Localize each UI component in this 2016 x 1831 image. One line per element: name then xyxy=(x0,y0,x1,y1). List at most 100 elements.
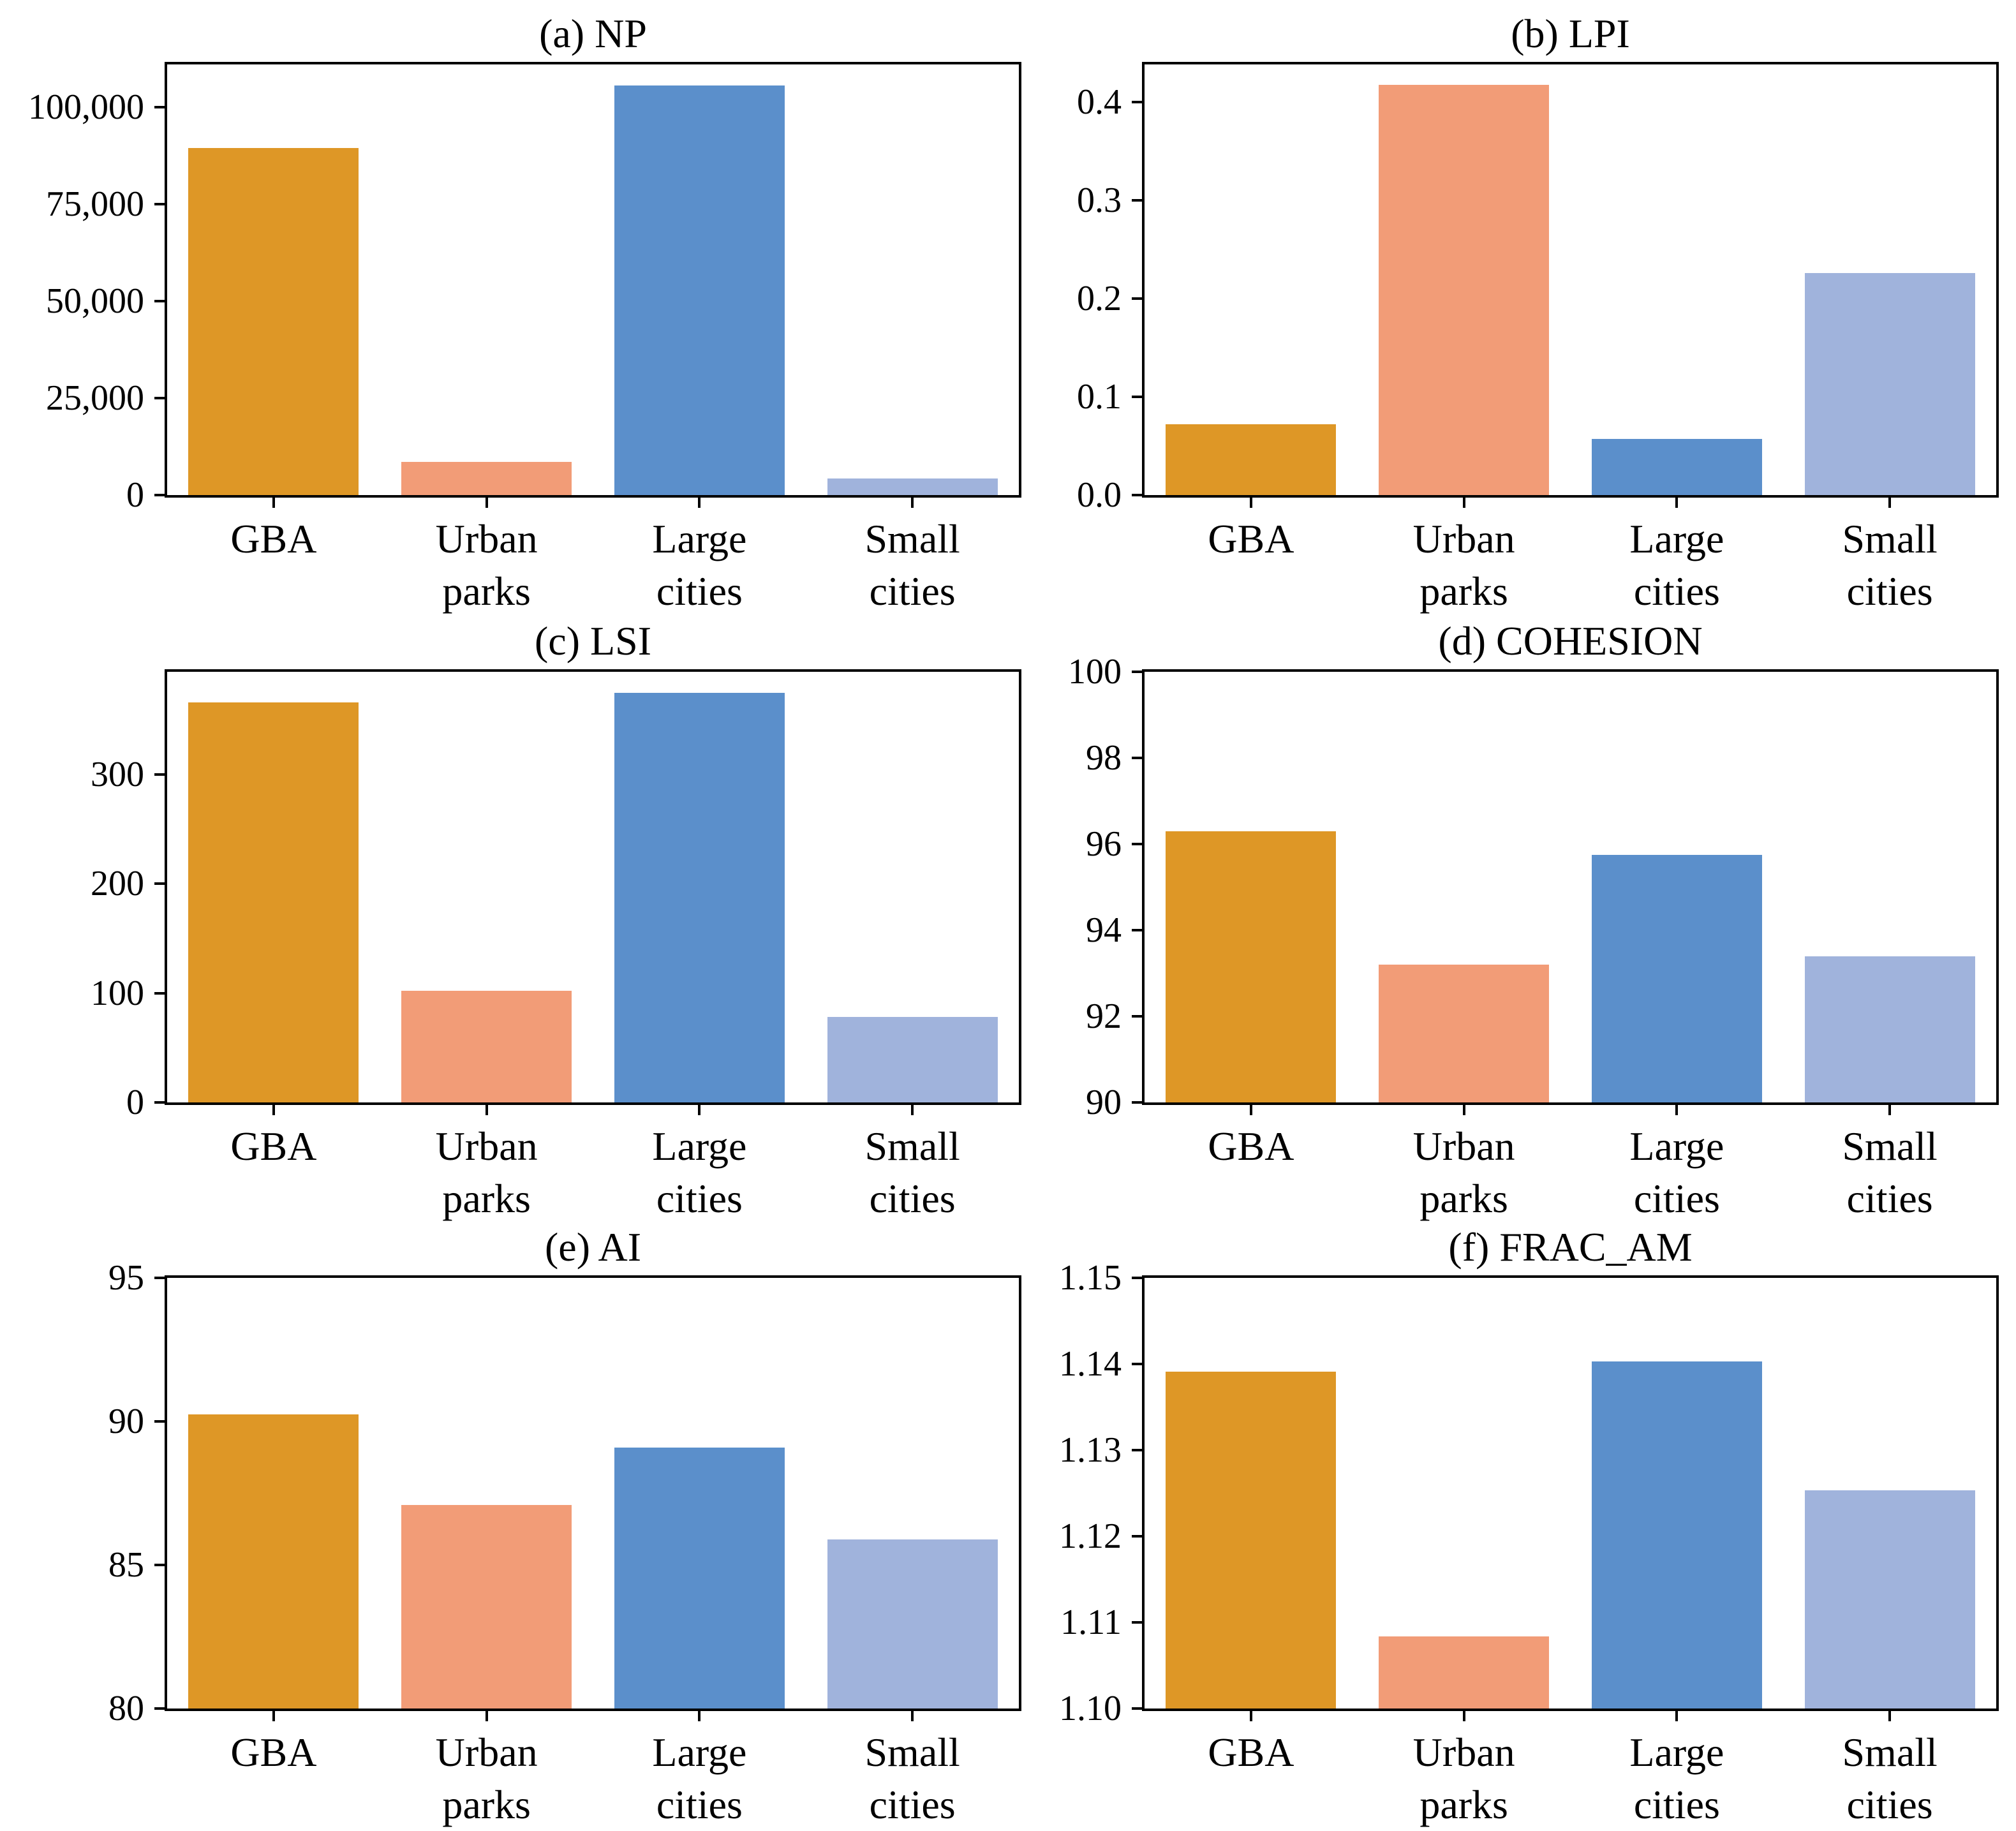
y-axis-tick xyxy=(1132,929,1142,931)
y-axis-tick xyxy=(1132,1101,1142,1104)
y-axis-tick-label: 100 xyxy=(1068,652,1122,692)
x-axis-tick xyxy=(1675,1105,1679,1115)
x-axis-tick-label-gba: GBA xyxy=(230,516,317,561)
bar-urban-parks xyxy=(401,991,572,1102)
bar-gba xyxy=(188,702,359,1102)
bar-small-cities xyxy=(827,1017,998,1102)
y-axis-tick xyxy=(1132,1621,1142,1624)
y-axis-tick-label: 0 xyxy=(126,475,144,515)
x-axis-tick xyxy=(1675,498,1679,508)
y-axis-tick-label: 90 xyxy=(1086,1083,1122,1122)
x-axis-tick-label-gba: GBA xyxy=(1208,1730,1294,1775)
y-axis-tick-label: 1.11 xyxy=(1060,1603,1122,1642)
chart-title-np: (a) NP xyxy=(539,11,647,56)
x-axis-tick-label-large-cities: Large cities xyxy=(1629,516,1724,614)
bar-large-cities xyxy=(1591,1361,1762,1709)
x-axis-tick xyxy=(1888,1711,1892,1721)
y-axis-tick-label: 75,000 xyxy=(46,184,144,224)
y-axis-tick-label: 0.4 xyxy=(1077,82,1122,122)
bar-small-cities xyxy=(827,1539,998,1709)
chart-title-ai: (e) AI xyxy=(544,1224,642,1270)
y-axis-tick xyxy=(154,1564,165,1567)
x-axis-tick-label-urban-parks: Urban parks xyxy=(1412,1730,1515,1827)
y-axis-tick xyxy=(1132,1707,1142,1710)
x-axis-tick xyxy=(485,1105,488,1115)
x-axis-tick-label-urban-parks: Urban parks xyxy=(435,516,538,614)
bar-large-cities xyxy=(614,692,785,1102)
subplot-np: (a) NP 0 25,000 50,000 75,000 100,000 GBA Urba… xyxy=(28,13,1021,614)
chart-title-cohesion: (d) COHESION xyxy=(1438,618,1703,663)
y-axis-tick xyxy=(1132,1535,1142,1538)
y-axis-tick xyxy=(1132,671,1142,673)
bar-gba xyxy=(188,1414,359,1709)
bar-urban-parks xyxy=(1379,965,1550,1102)
y-axis-tick-label: 0 xyxy=(126,1083,144,1122)
y-axis-tick xyxy=(154,1707,165,1710)
x-axis-tick xyxy=(911,1105,914,1115)
x-axis-tick xyxy=(485,498,488,508)
x-axis-tick xyxy=(1888,1105,1892,1115)
y-axis-tick-label: 96 xyxy=(1086,824,1122,864)
y-axis-tick xyxy=(154,1420,165,1423)
subplot-cohesion: (d) COHESION 90 92 94 96 98 100 GBA Urban parks… xyxy=(1068,621,1999,1221)
x-axis-tick-label-small-cities: Small cities xyxy=(864,1730,960,1827)
bar-urban-parks xyxy=(1379,85,1550,495)
y-axis-tick xyxy=(154,396,165,399)
x-axis-tick-label-urban-parks: Urban parks xyxy=(435,1123,538,1221)
bar-small-cities xyxy=(1804,1490,1975,1709)
y-axis-tick xyxy=(154,882,165,886)
bar-small-cities xyxy=(1804,956,1975,1102)
y-axis-tick-label: 25,000 xyxy=(46,378,144,418)
bar-urban-parks xyxy=(1379,1636,1550,1709)
bar-gba xyxy=(1166,1372,1337,1709)
y-axis-tick xyxy=(1132,297,1142,300)
x-axis-tick xyxy=(272,1105,275,1115)
y-axis-tick-label: 200 xyxy=(91,864,144,904)
y-axis-tick xyxy=(154,1101,165,1104)
y-axis-tick-label: 100 xyxy=(91,973,144,1013)
y-axis-tick-label: 1.12 xyxy=(1059,1516,1122,1556)
y-axis-tick-label: 50,000 xyxy=(46,281,144,321)
bar-large-cities xyxy=(1591,854,1762,1102)
y-axis-tick-label: 1.10 xyxy=(1059,1689,1122,1728)
y-axis-tick-label: 80 xyxy=(108,1689,144,1728)
bar-urban-parks xyxy=(401,462,572,495)
x-axis-tick xyxy=(911,1711,914,1721)
x-axis-tick-label-urban-parks: Urban parks xyxy=(435,1730,538,1827)
y-axis-tick-label: 1.14 xyxy=(1059,1344,1122,1384)
y-axis-tick xyxy=(154,105,165,108)
x-axis-tick-label-large-cities: Large cities xyxy=(652,1730,747,1827)
x-axis-tick-label-small-cities: Small cities xyxy=(864,1123,960,1221)
chart-title-frac-am: (f) FRAC_AM xyxy=(1448,1224,1693,1270)
x-axis-tick-label-small-cities: Small cities xyxy=(1842,1123,1938,1221)
y-axis-tick xyxy=(154,299,165,302)
x-axis-tick xyxy=(1462,1711,1465,1721)
x-axis-tick-label-gba: GBA xyxy=(1208,516,1294,561)
x-axis-tick xyxy=(272,498,275,508)
x-axis-tick xyxy=(1675,1711,1679,1721)
x-axis-tick xyxy=(1249,1105,1252,1115)
bar-urban-parks xyxy=(401,1504,572,1709)
y-axis-tick xyxy=(1132,395,1142,398)
bar-large-cities xyxy=(614,1447,785,1709)
y-axis-tick xyxy=(1132,1449,1142,1451)
y-axis-tick-label: 0.2 xyxy=(1077,278,1122,318)
x-axis-tick-label-gba: GBA xyxy=(230,1123,317,1169)
x-axis-tick-label-gba: GBA xyxy=(1208,1123,1294,1169)
y-axis-tick xyxy=(154,1277,165,1279)
bar-large-cities xyxy=(614,85,785,495)
chart-title-lpi: (b) LPI xyxy=(1511,11,1630,56)
bar-gba xyxy=(1166,424,1337,495)
x-axis-tick-label-gba: GBA xyxy=(230,1730,317,1775)
y-axis-tick xyxy=(1132,100,1142,103)
y-axis-tick xyxy=(1132,494,1142,496)
x-axis-tick-label-small-cities: Small cities xyxy=(864,516,960,614)
y-axis-tick-label: 100,000 xyxy=(28,87,144,127)
x-axis-tick xyxy=(1462,1105,1465,1115)
x-axis-tick-label-urban-parks: Urban parks xyxy=(1412,516,1515,614)
x-axis-tick xyxy=(1249,1711,1252,1721)
y-axis-tick xyxy=(1132,757,1142,759)
y-axis-tick-label: 0.1 xyxy=(1077,376,1122,417)
y-axis-tick xyxy=(154,991,165,995)
